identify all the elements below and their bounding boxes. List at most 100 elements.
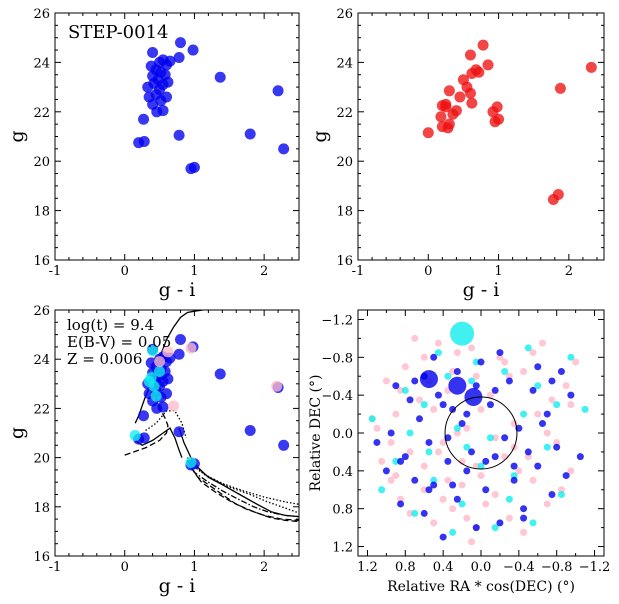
data-point [466,97,478,109]
data-point [449,505,457,513]
data-point [373,424,381,432]
data-point [435,111,447,123]
data-point [472,524,480,532]
y-tick-label: −0.8 [321,351,353,366]
data-point [420,509,428,517]
data-point [411,476,419,484]
data-point [173,129,185,141]
data-point [567,391,575,399]
data-point [154,366,166,377]
data-point [567,353,575,361]
data-point [520,514,528,522]
series-big-cyan [450,321,475,346]
annotation-text: E(B-V) = 0.05 [67,333,171,351]
data-point [543,443,551,451]
data-point [491,491,499,498]
data-point [557,491,565,498]
data-point [543,410,551,418]
data-point [382,377,390,385]
data-point [450,105,462,117]
data-point [373,438,381,446]
data-point [529,386,537,394]
data-point [185,342,197,354]
y-tick-label: 16 [336,254,353,269]
data-point [453,495,461,503]
data-point [145,60,157,72]
y-tick-label: −0.4 [321,389,353,404]
isochrone-line [145,410,187,439]
data-point [138,135,150,147]
data-point [148,380,160,392]
data-point [554,82,566,94]
data-point [543,429,551,437]
data-point [430,481,438,489]
x-tick-label: −0.4 [503,560,535,575]
x-tick-label: 2 [260,264,268,279]
data-point [486,401,494,409]
data-point [406,429,414,437]
data-point [472,372,480,380]
data-point [529,476,537,484]
y-tick-label: 0.4 [332,465,353,480]
data-point [501,434,509,442]
data-point [458,457,466,465]
series-members [133,37,290,175]
data-point [468,344,476,352]
data-point [185,457,197,469]
data-point [174,37,186,49]
series-cyan [129,345,197,469]
data-point [420,353,428,361]
x-tick-label: 1 [190,560,198,575]
series-pink [368,334,580,546]
data-point [567,401,575,409]
panel-bottom-right: 1.2 0.8 0.4 0.0 −0.4 −0.8 −1.2 1.2 0.8 0.4 0.0 −0.4… [308,309,610,595]
data-point [272,85,284,97]
data-point [515,467,523,475]
data-point [436,100,448,112]
data-point [486,391,494,399]
data-point [439,495,447,503]
x-tick-label: 0.8 [395,560,416,575]
data-point [145,357,157,369]
data-point [147,47,159,59]
data-point [496,519,504,527]
data-point [378,486,386,494]
x-axis-label: Relative RA * cos(DEC) (°) [387,579,575,595]
data-point [482,486,490,494]
data-point [482,59,494,71]
data-point [501,368,509,375]
data-point [453,368,461,375]
data-point [477,472,485,480]
data-point [214,368,226,380]
data-point [416,415,423,423]
data-point [449,405,457,413]
data-point [154,356,166,368]
data-point [444,457,452,465]
data-point [473,66,485,78]
data-point [505,514,513,522]
data-point [425,438,433,446]
data-point [378,457,386,465]
y-tick-label: −1.2 [321,313,353,328]
x-tick-label: 0 [121,264,129,279]
y-tick-label: 22 [33,402,50,417]
data-point [482,500,490,508]
data-point [529,519,537,527]
data-point [278,439,290,451]
data-point [420,462,428,470]
data-point [534,382,542,390]
data-point [491,386,499,394]
data-point [534,462,542,470]
data-point [425,486,433,494]
data-point [278,143,290,155]
y-axis-label: g [6,130,28,142]
data-point [520,528,528,536]
data-point [562,382,570,390]
data-point [425,448,433,456]
y-tick-label: 20 [33,155,50,170]
series-blue [373,349,584,541]
data-point [501,358,509,366]
x-tick-label: 1 [190,264,198,279]
isochrone-line [187,457,299,514]
